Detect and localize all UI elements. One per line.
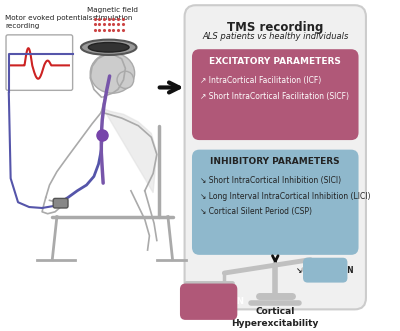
Text: ↗ EXCITATION: ↗ EXCITATION	[174, 297, 244, 306]
Text: EXCITATORY PARAMETERS: EXCITATORY PARAMETERS	[209, 57, 341, 66]
Ellipse shape	[88, 42, 129, 52]
Text: INHIBITORY PARAMETERS: INHIBITORY PARAMETERS	[210, 157, 340, 166]
FancyBboxPatch shape	[53, 198, 68, 208]
FancyBboxPatch shape	[6, 35, 73, 90]
Text: Cortical
Hyperexcitability: Cortical Hyperexcitability	[232, 307, 319, 328]
FancyBboxPatch shape	[180, 284, 237, 320]
Ellipse shape	[90, 53, 135, 93]
FancyBboxPatch shape	[184, 5, 366, 309]
Text: ALS patients vs healthy individuals: ALS patients vs healthy individuals	[202, 32, 348, 41]
Text: ↘ Long Interval IntraCortical Inhibition (LICI): ↘ Long Interval IntraCortical Inhibition…	[200, 192, 371, 201]
Text: ↘ Cortical Silent Period (CSP): ↘ Cortical Silent Period (CSP)	[200, 207, 312, 216]
Ellipse shape	[117, 71, 134, 88]
Polygon shape	[103, 109, 157, 193]
FancyBboxPatch shape	[192, 150, 358, 255]
Text: ↗ IntraCortical Facilitation (ICF): ↗ IntraCortical Facilitation (ICF)	[200, 76, 322, 85]
Text: ↗ Short IntraCortical Facilitation (SICF): ↗ Short IntraCortical Facilitation (SICF…	[200, 92, 349, 101]
Ellipse shape	[81, 40, 136, 55]
FancyBboxPatch shape	[192, 49, 358, 140]
FancyBboxPatch shape	[303, 258, 348, 283]
Text: Magnetic field
stimulation: Magnetic field stimulation	[87, 7, 138, 21]
Text: TMS recording: TMS recording	[227, 21, 324, 33]
Text: ↘ INHIBITION: ↘ INHIBITION	[296, 266, 354, 275]
Text: ↘ Short IntraCortical Inhibition (SICI): ↘ Short IntraCortical Inhibition (SICI)	[200, 176, 342, 185]
Text: Motor evoked potentials
recording: Motor evoked potentials recording	[5, 15, 92, 29]
